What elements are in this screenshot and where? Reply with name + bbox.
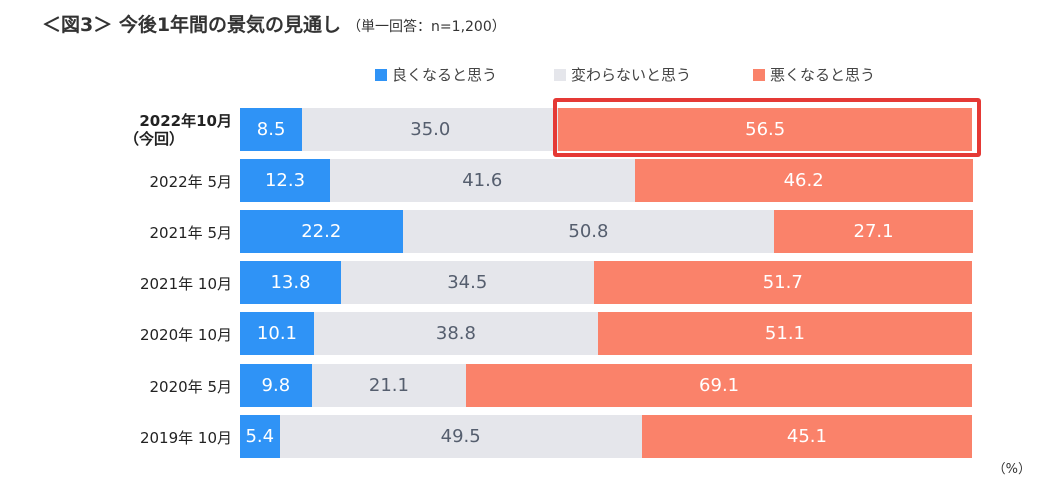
bar-segment-good: 22.2 xyxy=(240,210,403,254)
bar-segment-bad: 51.7 xyxy=(593,261,972,305)
data-label: 5.4 xyxy=(245,425,275,447)
bar-segment-bad: 51.1 xyxy=(597,312,972,356)
data-label: 8.5 xyxy=(256,119,286,140)
data-label: 13.8 xyxy=(270,272,311,294)
data-label: 12.3 xyxy=(264,170,306,192)
data-label: 46.2 xyxy=(783,170,824,192)
category-label: 2020年 5月 xyxy=(149,377,233,396)
bar-segment-good: 10.1 xyxy=(240,312,314,356)
bar-segment-same: 35.0 xyxy=(302,108,559,151)
data-label: 21.1 xyxy=(368,374,409,396)
bar-segment-bad: 46.2 xyxy=(634,159,973,203)
bar-segment-bad: 45.1 xyxy=(641,414,972,458)
data-label: 50.8 xyxy=(568,221,609,243)
legend-swatch-good xyxy=(375,68,387,81)
data-label: 56.5 xyxy=(745,119,786,140)
bar-segment-good: 12.3 xyxy=(240,159,331,203)
legend-item-good: 良くなると思う xyxy=(375,64,497,85)
bar-segment-good: 13.8 xyxy=(240,261,342,305)
data-label: 35.0 xyxy=(410,119,451,140)
data-label: 49.5 xyxy=(440,425,481,447)
data-label: 45.1 xyxy=(786,425,827,447)
bar-segment-same: 21.1 xyxy=(311,363,467,407)
legend-item-same: 変わらないと思う xyxy=(554,64,691,85)
bar-segment-good: 9.8 xyxy=(240,363,312,407)
category-label: 2021年 10月 xyxy=(139,275,232,294)
data-label: 38.8 xyxy=(435,323,476,345)
category-label-line1: 2022年10月 xyxy=(139,112,232,130)
category-label: 2020年 10月 xyxy=(139,326,232,345)
data-label: 51.7 xyxy=(762,272,803,294)
legend-swatch-bad xyxy=(753,68,765,81)
legend: 良くなると思う 変わらないと思う 悪くなると思う xyxy=(0,64,1051,84)
category-label: 2022年10月 （今回） xyxy=(32,112,232,148)
bar-segment-good: 5.4 xyxy=(240,414,280,458)
chart-subtitle: （単一回答：n=1,200） xyxy=(347,19,506,35)
bar-segment-same: 50.8 xyxy=(402,210,775,254)
legend-item-bad: 悪くなると思う xyxy=(753,64,875,85)
data-label: 41.6 xyxy=(462,170,503,192)
data-label: 69.1 xyxy=(699,374,740,396)
bar-segment-same: 49.5 xyxy=(279,414,642,458)
category-label: 2022年 5月 xyxy=(149,173,233,192)
data-label: 10.1 xyxy=(256,323,297,345)
bar-segment-bad: 27.1 xyxy=(774,210,973,254)
legend-label-bad: 悪くなると思う xyxy=(770,66,876,84)
bar-segment-same: 41.6 xyxy=(330,159,635,203)
chart-title-main: ＜図3＞ 今後1年間の景気の見通し xyxy=(42,14,342,36)
bar-segment-same: 34.5 xyxy=(341,261,594,305)
bar-segment-same: 38.8 xyxy=(313,312,598,356)
bar-segment-bad: 69.1 xyxy=(466,363,972,407)
bar-segment-good: 8.5 xyxy=(240,108,303,151)
category-label: 2019年 10月 xyxy=(139,428,232,447)
data-label: 27.1 xyxy=(853,221,894,243)
highlight-box xyxy=(553,98,981,157)
chart-title: ＜図3＞ 今後1年間の景気の見通し （単一回答：n=1,200） xyxy=(42,10,506,37)
unit-label: （%） xyxy=(992,462,1031,477)
category-label-line2: （今回） xyxy=(123,130,184,148)
data-label: 22.2 xyxy=(301,221,342,243)
data-label: 51.1 xyxy=(764,323,805,345)
category-label: 2021年 5月 xyxy=(149,224,233,243)
bar-segment-bad: 56.5 xyxy=(558,108,972,151)
legend-label-good: 良くなると思う xyxy=(392,66,498,84)
data-label: 9.8 xyxy=(261,374,291,396)
legend-label-same: 変わらないと思う xyxy=(571,66,692,84)
data-label: 34.5 xyxy=(447,272,488,294)
legend-swatch-same xyxy=(554,68,566,81)
